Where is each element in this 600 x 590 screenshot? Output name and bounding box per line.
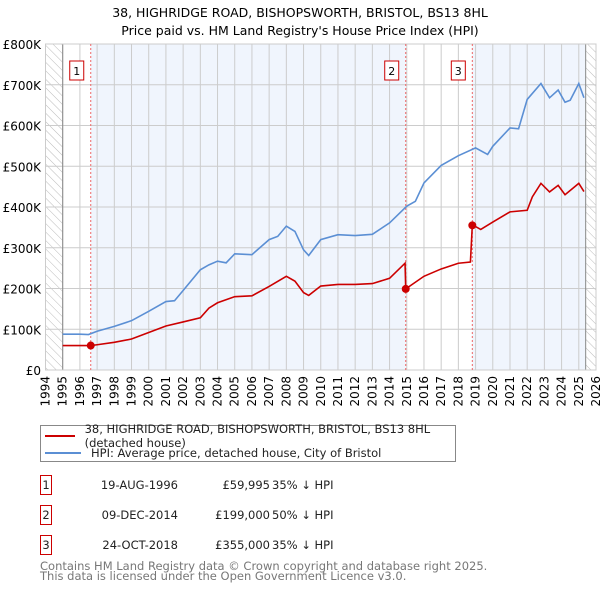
sale-row: 2 09-DEC-2014 £199,000 50% ↓ HPI [40,505,440,525]
x-tick-label: 2016 [417,376,431,407]
x-tick-label: 2003 [193,376,207,407]
sale-label-box [69,60,85,81]
x-tick-label: 2013 [365,376,379,407]
y-tick-label: £200K [3,283,43,297]
chart-title: 38, HIGHRIDGE ROAD, BISHOPSWORTH, BRISTO… [112,5,488,20]
price-chart: 38, HIGHRIDGE ROAD, BISHOPSWORTH, BRISTO… [3,5,600,407]
sale-label: 3 [455,65,462,78]
sale-label-box [384,60,400,81]
y-tick-label: £0 [26,364,41,378]
sale-number: 2 [40,505,52,525]
footer-licence: This data is licensed under the Open Gov… [40,569,407,583]
y-tick-label: £600K [3,120,43,134]
sale-number: 3 [40,535,52,555]
x-tick-label: 2021 [503,376,517,407]
x-tick-label: 2004 [211,376,225,407]
x-tick-label: 2012 [348,376,362,407]
x-tick-label: 1998 [107,376,121,407]
x-tick-label: 2018 [451,376,465,407]
x-tick-label: 2025 [572,376,586,407]
sale-label: 2 [388,65,395,78]
x-tick-label: 2014 [383,376,397,407]
sale-row: 1 19-AUG-1996 £59,995 35% ↓ HPI [40,475,440,495]
sale-date: 19-AUG-1996 [100,478,178,492]
sale-row: 3 24-OCT-2018 £355,000 35% ↓ HPI [40,535,440,555]
chart-subtitle: Price paid vs. HM Land Registry's House … [121,23,478,38]
footer: Contains HM Land Registry data © Crown c… [40,559,488,583]
sale-number: 1 [40,475,52,495]
sale-price: £59,995 [222,478,270,492]
x-tick-label: 2006 [245,376,259,407]
x-tick-label: 2011 [331,376,345,407]
x-tick-label: 2008 [279,376,293,407]
price-paid-line [62,182,585,347]
sale-label-box [450,60,466,81]
x-tick-label: 2002 [176,376,190,407]
x-tick-label: 2023 [537,376,551,407]
hpi-line [62,81,585,336]
legend-swatch-red [45,435,75,437]
x-tick-label: 2007 [262,376,276,407]
x-tick-label: 2015 [400,376,414,407]
legend-swatch-blue [45,452,81,454]
x-tick-label: 1994 [39,376,53,407]
sale-point [401,284,410,293]
legend-label-hpi: HPI: Average price, detached house, City… [91,446,382,460]
x-tick-label: 2005 [228,376,242,407]
sale-hpi-diff: 35% ↓ HPI [272,478,334,492]
x-tick-label: 2010 [314,376,328,407]
x-tick-label: 2026 [589,376,600,407]
sale-date: 24-OCT-2018 [102,538,178,552]
x-tick-label: 1999 [125,376,139,407]
sale-price: £199,000 [215,508,270,522]
y-tick-label: £400K [3,201,43,215]
legend-item-hpi: HPI: Average price, detached house, City… [41,445,381,461]
sale-point [86,341,95,350]
plot-border [45,43,597,371]
legend: 38, HIGHRIDGE ROAD, BISHOPSWORTH, BRISTO… [40,422,456,462]
legend-item-property: 38, HIGHRIDGE ROAD, BISHOPSWORTH, BRISTO… [41,422,455,450]
y-tick-label: £500K [3,160,43,174]
x-tick-label: 2001 [159,376,173,407]
y-tick-label: £300K [3,242,43,256]
x-tick-label: 2022 [520,376,534,407]
x-tick-label: 1995 [56,376,70,407]
x-tick-label: 2024 [555,376,569,407]
sale-hpi-diff: 50% ↓ HPI [272,508,334,522]
sale-date: 09-DEC-2014 [101,508,178,522]
sale-label: 1 [73,65,80,78]
y-tick-label: £100K [3,323,43,337]
x-tick-label: 1997 [90,376,104,407]
legend-label-property: 38, HIGHRIDGE ROAD, BISHOPSWORTH, BRISTO… [84,422,431,450]
y-tick-label: £800K [3,38,43,52]
x-tick-label: 2017 [434,376,448,407]
y-tick-label: £700K [3,79,43,93]
x-tick-label: 2019 [469,376,483,407]
sale-hpi-diff: 35% ↓ HPI [272,538,334,552]
x-tick-label: 2020 [486,376,500,407]
x-tick-label: 1996 [73,376,87,407]
footer-copyright: Contains HM Land Registry data © Crown c… [40,559,488,573]
sale-point [468,221,477,230]
x-tick-label: 2000 [142,376,156,407]
x-tick-label: 2009 [297,376,311,407]
sale-price: £355,000 [215,538,270,552]
